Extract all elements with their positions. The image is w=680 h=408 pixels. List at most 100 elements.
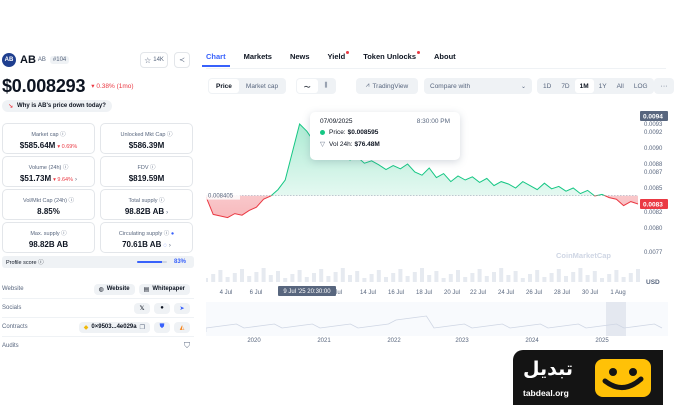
baseline-label: 0.008405 — [208, 194, 234, 200]
volume-bar — [412, 272, 417, 282]
line-chart-button[interactable]: 〜 — [297, 79, 318, 93]
volume-bar — [585, 275, 590, 282]
range-1d-button[interactable]: 1D — [543, 82, 552, 90]
watchlist-button[interactable]: ☆ 14K — [140, 52, 168, 68]
baseline-label-bg — [206, 190, 240, 200]
price-toggle-button[interactable]: Price — [209, 79, 239, 93]
stat-change: ▾ 9.64% — [53, 177, 74, 183]
audit-shield-icon[interactable]: ⛉ — [184, 341, 190, 350]
tab-token-unlocks[interactable]: Token Unlocks — [363, 51, 420, 68]
x-tick-label: 20 Jul — [444, 290, 460, 296]
copy-icon: ❐ — [139, 324, 145, 331]
log-scale-button[interactable]: LOG — [633, 82, 648, 90]
tradingview-icon: ⩘ — [365, 82, 370, 89]
stat-fdv[interactable]: FDV ⓘ $819.59M — [100, 156, 193, 187]
tab-yield[interactable]: Yield — [328, 51, 350, 68]
volume-bar — [528, 274, 532, 282]
range-7d-button[interactable]: 7D — [561, 82, 570, 90]
x-tick-label: 22 Jul — [470, 290, 486, 296]
marketcap-toggle-button[interactable]: Market cap — [245, 82, 279, 90]
volume-bar — [348, 275, 352, 282]
whitepaper-link[interactable]: ▤ Whitepaper — [138, 283, 190, 295]
range-1m-button[interactable]: 1M — [574, 79, 594, 93]
profile-score-fill — [137, 261, 162, 263]
volume-bar — [520, 278, 525, 282]
shield-link[interactable]: ⛊ — [154, 321, 170, 333]
coinmarketcap-watermark: CoinMarketCap — [556, 251, 611, 260]
x-tick-label: 16 Jul — [388, 290, 404, 296]
share-button[interactable]: ≺ — [174, 52, 190, 68]
more-options-button[interactable]: ··· — [654, 78, 674, 94]
y-tick-label: 0.0085 — [644, 186, 663, 192]
tooltip-vol-label: Vol 24h: — [329, 140, 353, 148]
candlestick-icon: ⫼ — [324, 82, 328, 89]
stat-unlocked-mkt-cap[interactable]: Unlocked Mkt Cap ⓘ $586.39M — [100, 123, 193, 154]
volume-bar — [578, 268, 583, 282]
tab-chart[interactable]: Chart — [202, 52, 230, 68]
stat-value: 70.61B AB ◌ › — [101, 240, 192, 249]
volume-bar — [420, 268, 424, 282]
chevron-right-icon: › — [75, 177, 78, 183]
volume-bar — [621, 277, 626, 282]
compare-with-label: Compare with — [430, 82, 471, 90]
range-all-button[interactable]: All — [616, 82, 624, 90]
stat-vol-mkt-cap[interactable]: Vol/Mkt Cap (24h) ⓘ 8.85% — [2, 189, 95, 220]
x-twitter-link[interactable]: 𝕏 — [134, 302, 150, 314]
stat-value-text: 70.61B AB — [122, 240, 162, 249]
rank-badge: #104 — [49, 56, 70, 64]
volume-bar — [290, 274, 295, 282]
volume-bar — [355, 271, 360, 282]
share-icon: ≺ — [179, 57, 185, 64]
profile-score-value: 83% — [173, 259, 186, 265]
metamask-button[interactable]: ◭ — [174, 321, 190, 333]
candlestick-button[interactable]: ⫼ — [318, 79, 335, 93]
year-label: 2025 — [595, 338, 609, 344]
volume-bar — [333, 272, 338, 282]
x-tick-label: 30 Jul — [582, 290, 598, 296]
x-tick-label: 14 Jul — [360, 290, 376, 296]
volume-bar — [384, 277, 388, 282]
divider — [2, 298, 194, 299]
github-link[interactable]: ● — [154, 302, 170, 314]
y-tick-label: 0.0077 — [644, 250, 663, 256]
x-tick-label: 28 Jul — [554, 290, 570, 296]
down-area — [206, 195, 638, 218]
volume-bar — [427, 275, 432, 282]
profile-score[interactable]: Profile score ⓘ 83% — [2, 256, 194, 268]
volume-bar — [564, 276, 568, 282]
volume-bar — [319, 269, 324, 282]
stat-volume-24h[interactable]: Volume (24h) ⓘ $51.73M ▾ 9.64% › — [2, 156, 95, 187]
price-chart[interactable]: 0.0093 0.0092 0.0090 0.0088 0.0087 0.0085 0.00… — [204, 100, 674, 350]
volume-bar — [276, 271, 280, 282]
telegram-link[interactable]: ➤ — [174, 302, 190, 314]
tab-markets[interactable]: Markets — [244, 52, 272, 68]
x-tick-label: 6 Jul — [250, 290, 263, 296]
stat-max-supply[interactable]: Max. supply ⓘ 98.82B AB — [2, 222, 95, 253]
tradingview-button[interactable]: ⩘ TradingView — [356, 78, 418, 94]
y-tick-label: 0.0088 — [644, 162, 663, 168]
range-1y-button[interactable]: 1Y — [598, 82, 607, 90]
volume-bar — [549, 273, 554, 282]
stat-total-supply[interactable]: Total supply ⓘ 98.82B AB › — [100, 189, 193, 220]
volume-bar — [304, 277, 309, 282]
x-tick-label: 26 Jul — [526, 290, 542, 296]
contract-address-chip[interactable]: ◆ 0×9503...4e029a ❐ — [78, 321, 150, 333]
compare-with-select[interactable]: Compare with ⌄ — [424, 78, 532, 94]
coin-tabs: Chart Markets News Yield Token Unlocks A… — [202, 51, 474, 68]
tabdeal-watermark: تبدیل tabdeal.org — [513, 350, 663, 405]
stat-circulating-supply[interactable]: Circulating supply ⓘ ● 70.61B AB ◌ › — [100, 222, 193, 253]
stat-value-text: $51.73M — [19, 174, 52, 183]
stat-value: $51.73M ▾ 9.64% › — [3, 174, 94, 183]
volume-bar — [600, 278, 604, 282]
why-price-down-button[interactable]: ↘ Why is AB's price down today? — [2, 100, 112, 112]
tooltip-vol-value: $76.48M — [354, 140, 380, 148]
website-link[interactable]: ◍ Website — [93, 283, 135, 295]
document-icon: ▤ — [143, 286, 150, 293]
volume-bar — [405, 276, 410, 282]
stat-market-cap[interactable]: Market cap ⓘ $585.64M ▾ 0.69% — [2, 123, 95, 154]
tab-about[interactable]: About — [434, 52, 456, 68]
x-tick-label: 24 Jul — [498, 290, 514, 296]
volume-bar — [204, 278, 208, 282]
whitepaper-link-label: Whitepaper — [152, 286, 185, 292]
tab-news[interactable]: News — [290, 52, 310, 68]
